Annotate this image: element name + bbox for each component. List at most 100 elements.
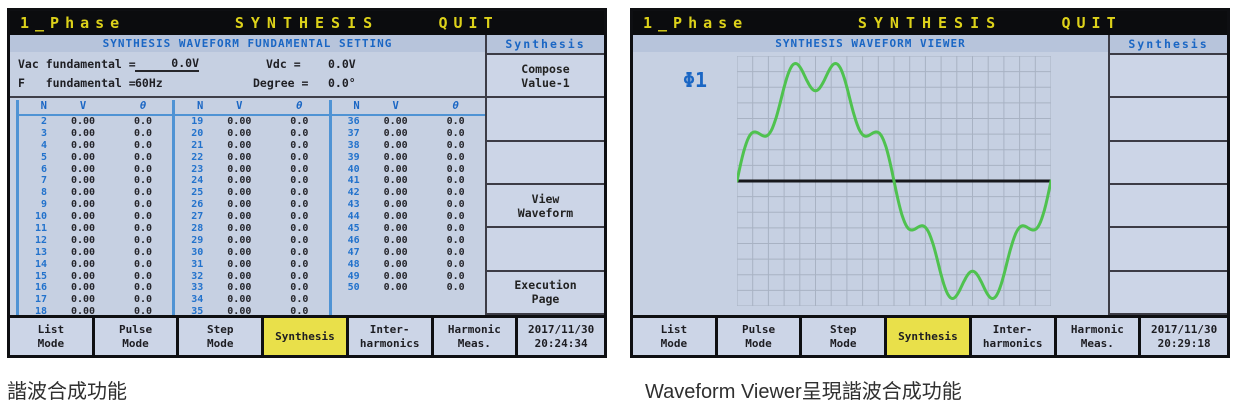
harmonic-phase-cell: 0.0 <box>446 234 465 246</box>
harmonic-order-cell: 19 <box>191 116 204 127</box>
table-row: 17 0.00 0.0 <box>19 294 172 306</box>
softkey-blank-2[interactable] <box>487 98 604 142</box>
caption-left: 諧波合成功能 <box>7 381 127 403</box>
harmonic-order-cell: 36 <box>347 116 360 127</box>
tab-pulse-mode[interactable]: Pulse Mode <box>717 318 800 355</box>
softkey-execution-page[interactable]: Execution Page <box>487 271 604 315</box>
table-row: 3 0.00 0.0 <box>19 128 172 140</box>
harmonic-order-cell: 33 <box>191 282 204 294</box>
quit-button[interactable]: QUIT <box>1061 14 1122 32</box>
tab-synthesis[interactable]: Synthesis <box>887 318 969 355</box>
harmonic-order-cell: 26 <box>191 199 204 211</box>
table-row: 18 0.00 0.0 <box>19 306 172 315</box>
softkey-blank-4[interactable] <box>1110 184 1227 229</box>
tab-label-line: Inter- <box>992 323 1033 337</box>
tab-synthesis[interactable]: Synthesis <box>264 318 346 355</box>
table-row: 36 0.00 0.0 <box>332 116 485 128</box>
col-header-n: N <box>353 100 360 112</box>
harmonic-phase-cell: 0.0 <box>290 294 309 306</box>
softkey-label-line: View <box>531 191 560 206</box>
softkey-blank-5[interactable] <box>1110 228 1227 272</box>
tab-label-line: harmonics <box>359 336 420 350</box>
harmonic-order-cell: 42 <box>347 187 360 199</box>
softkey-blank-2[interactable] <box>1110 98 1227 142</box>
table-row: 40 0.00 0.0 <box>332 164 485 176</box>
tab-pulse-mode[interactable]: Pulse Mode <box>94 318 177 355</box>
harmonic-order-cell: 4 <box>40 139 47 151</box>
table-row: 41 0.00 0.0 <box>332 175 485 187</box>
fundamental-settings: Vac fundamental = 0.0V Vdc = 0.0V F fund… <box>10 52 485 98</box>
tab-list-mode[interactable]: List Mode <box>633 318 715 355</box>
harmonic-order-cell: 2 <box>40 116 47 127</box>
softkey-compose-value-1[interactable]: Compose Value-1 <box>487 55 604 99</box>
left-screen: 1_Phase SYNTHESIS QUIT SYNTHESIS WAVEFOR… <box>7 8 607 358</box>
harmonic-voltage-cell: 0.00 <box>70 223 96 235</box>
quit-button[interactable]: QUIT <box>438 14 499 32</box>
harmonic-phase-cell: 0.0 <box>133 127 153 139</box>
tab-inter-harmonics[interactable]: Inter-harmonics <box>971 318 1054 355</box>
tab-label-line: harmonics <box>982 336 1043 350</box>
col-header-theta: θ <box>452 100 459 112</box>
frequency-value: 60Hz <box>135 76 163 90</box>
harmonic-phase-cell: 0.0 <box>446 175 465 187</box>
table-row: 20 0.00 0.0 <box>175 128 328 140</box>
softkey-view-waveform[interactable]: View Waveform <box>487 184 604 229</box>
harmonic-voltage-cell: 0.00 <box>383 270 408 282</box>
harmonic-order-cell: 48 <box>347 258 360 270</box>
table-row: 34 0.00 0.0 <box>175 294 328 306</box>
harmonic-phase-cell: 0.0 <box>290 163 309 175</box>
harmonic-voltage-cell: 0.00 <box>70 163 96 175</box>
harmonic-order-cell: 40 <box>347 163 360 175</box>
table-row: 32 0.00 0.0 <box>175 271 328 283</box>
harmonic-phase-cell: 0.0 <box>290 175 309 187</box>
panel-title: SYNTHESIS WAVEFORM VIEWER <box>633 35 1108 52</box>
harmonic-order-cell: 46 <box>347 234 360 246</box>
tab-harmonic-meas[interactable]: Harmonic Meas. <box>433 318 516 355</box>
screen-body: SYNTHESIS WAVEFORM FUNDAMENTAL SETTING V… <box>10 35 604 315</box>
waveform-viewer: Φ1 <box>633 52 1108 315</box>
harmonic-order-cell: 6 <box>40 163 47 175</box>
table-row: 4 0.00 0.0 <box>19 140 172 152</box>
tab-harmonic-meas[interactable]: Harmonic Meas. <box>1056 318 1139 355</box>
softkey-blank-5[interactable] <box>487 228 604 272</box>
harmonic-order-cell: 35 <box>191 306 204 315</box>
harmonic-phase-cell: 0.0 <box>133 151 153 163</box>
harmonic-voltage-cell: 0.00 <box>227 234 252 246</box>
tab-inter-harmonics[interactable]: Inter-harmonics <box>348 318 431 355</box>
harmonic-voltage-cell: 0.00 <box>70 151 96 163</box>
harmonic-phase-cell: 0.0 <box>290 139 309 151</box>
waveform-trace <box>737 62 1051 300</box>
table-row: 25 0.00 0.0 <box>175 187 328 199</box>
col-header-v: V <box>79 100 87 112</box>
harmonic-phase-cell: 0.0 <box>446 270 465 282</box>
tab-step-mode[interactable]: Step Mode <box>179 318 262 355</box>
harmonic-voltage-cell: 0.00 <box>227 187 252 199</box>
harmonic-voltage-cell: 0.00 <box>227 151 252 163</box>
screen-title: SYNTHESIS <box>234 14 380 32</box>
harmonic-voltage-cell: 0.00 <box>227 127 252 139</box>
softkey-blank-3[interactable] <box>487 141 604 185</box>
softkey-blank-6[interactable] <box>1110 271 1227 315</box>
harmonic-order-cell: 24 <box>191 175 204 187</box>
harmonic-voltage-cell: 0.00 <box>70 258 96 270</box>
harmonic-order-cell: 16 <box>34 282 47 294</box>
harmonic-order-cell: 38 <box>347 139 360 151</box>
harmonic-order-cell: 20 <box>191 127 204 139</box>
table-row: 10 0.00 0.0 <box>19 211 172 223</box>
harmonic-order-cell: 15 <box>34 270 47 282</box>
softkey-blank-3[interactable] <box>1110 141 1227 185</box>
harmonic-phase-cell: 0.0 <box>446 151 465 163</box>
table-row: 21 0.00 0.0 <box>175 140 328 152</box>
table-row: 26 0.00 0.0 <box>175 199 328 211</box>
tab-label-line: List <box>37 323 65 337</box>
softkey-blank-1[interactable] <box>1110 55 1227 99</box>
tab-list-mode[interactable]: List Mode <box>10 318 92 355</box>
harmonic-phase-cell: 0.0 <box>133 199 153 211</box>
vac-value-field[interactable]: 0.0V <box>135 55 199 72</box>
harmonic-order-cell: 9 <box>40 199 47 211</box>
tab-step-mode[interactable]: Step Mode <box>802 318 885 355</box>
tab-label-line: Step <box>830 323 857 337</box>
tab-label-line: Pulse <box>118 323 153 337</box>
harmonic-phase-cell: 0.0 <box>133 246 153 258</box>
harmonic-order-cell: 50 <box>347 282 360 294</box>
